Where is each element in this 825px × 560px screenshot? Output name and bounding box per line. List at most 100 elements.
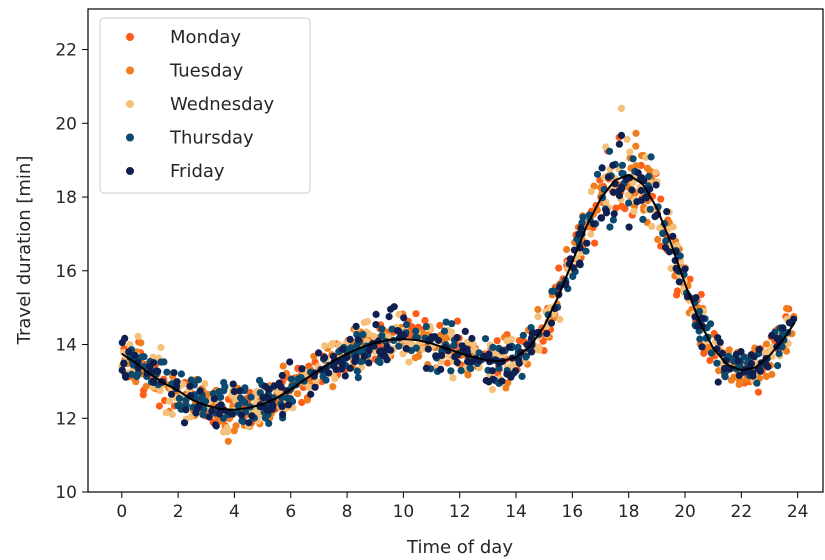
- point-friday: [461, 327, 469, 335]
- point-tuesday: [735, 380, 743, 388]
- point-thursday: [140, 353, 148, 361]
- point-friday: [609, 161, 617, 169]
- point-friday: [395, 334, 404, 342]
- point-friday: [230, 387, 238, 396]
- point-thursday: [729, 357, 737, 365]
- x-tick-label: 18: [618, 502, 640, 522]
- point-tuesday: [783, 304, 791, 313]
- point-friday: [577, 224, 585, 232]
- point-friday: [463, 348, 471, 356]
- point-friday: [122, 373, 130, 381]
- point-friday: [750, 353, 758, 361]
- x-tick-label: 2: [173, 502, 184, 522]
- point-friday: [652, 181, 660, 189]
- point-friday: [507, 373, 515, 381]
- point-friday: [245, 419, 253, 427]
- point-wednesday: [305, 383, 313, 392]
- point-friday: [390, 303, 398, 311]
- point-friday: [576, 259, 584, 267]
- point-monday: [421, 317, 429, 325]
- point-tuesday: [329, 383, 337, 391]
- point-friday: [393, 327, 402, 335]
- x-axis-ticks: 0 2 4 6 8 10 12 14 16 18 20 22 24: [116, 492, 808, 522]
- point-friday: [131, 351, 139, 359]
- point-friday: [321, 353, 329, 361]
- y-tick-label: 22: [55, 41, 77, 61]
- point-wednesday: [624, 191, 632, 199]
- point-thursday: [753, 379, 761, 387]
- point-tuesday: [224, 437, 232, 445]
- point-friday: [779, 324, 787, 332]
- point-friday: [458, 342, 466, 350]
- x-tick-label: 24: [787, 502, 809, 522]
- point-tuesday: [632, 162, 640, 170]
- point-monday: [436, 321, 444, 330]
- legend: Monday Tuesday Wednesday Thursday Friday: [99, 17, 311, 194]
- point-thursday: [412, 327, 420, 335]
- point-monday: [540, 347, 548, 355]
- x-tick-label: 10: [393, 502, 415, 522]
- point-tuesday: [504, 379, 512, 387]
- point-friday: [681, 265, 689, 273]
- point-wednesday: [488, 386, 496, 394]
- point-wednesday: [626, 148, 634, 156]
- point-thursday: [659, 229, 667, 237]
- point-friday: [279, 410, 287, 419]
- point-friday: [205, 413, 213, 421]
- y-tick-label: 16: [55, 262, 77, 282]
- point-wednesday: [667, 264, 675, 272]
- point-friday: [485, 350, 493, 358]
- point-thursday: [199, 411, 207, 419]
- point-thursday: [182, 396, 190, 404]
- point-friday: [212, 422, 220, 430]
- point-monday: [591, 239, 599, 247]
- point-tuesday: [279, 362, 287, 370]
- point-thursday: [287, 375, 296, 383]
- point-thursday: [579, 213, 587, 221]
- point-monday: [453, 317, 462, 325]
- y-axis-label: Travel duration [min]: [14, 156, 35, 346]
- trend-line: [121, 173, 796, 411]
- point-friday: [617, 131, 626, 139]
- point-friday: [498, 347, 506, 355]
- y-tick-label: 14: [55, 336, 77, 356]
- point-friday: [402, 345, 410, 353]
- point-wednesday: [652, 168, 660, 176]
- point-friday: [341, 372, 349, 380]
- legend-marker-tuesday: [126, 66, 134, 75]
- point-friday: [646, 185, 654, 193]
- point-thursday: [721, 373, 729, 381]
- point-wednesday: [587, 230, 595, 238]
- point-thursday: [157, 358, 165, 366]
- point-monday: [298, 398, 306, 407]
- point-friday: [372, 310, 380, 318]
- trend-line-layer: [121, 173, 796, 411]
- point-friday: [217, 401, 225, 409]
- point-tuesday: [768, 370, 776, 378]
- point-monday: [139, 391, 147, 399]
- point-friday: [268, 405, 276, 413]
- point-thursday: [625, 199, 633, 207]
- point-friday: [597, 214, 606, 222]
- point-friday: [575, 230, 583, 238]
- point-wednesday: [656, 224, 664, 232]
- point-thursday: [353, 367, 361, 375]
- point-monday: [493, 337, 501, 345]
- point-tuesday: [643, 164, 652, 172]
- point-friday: [236, 387, 244, 395]
- point-wednesday: [535, 343, 543, 351]
- point-friday: [338, 345, 347, 353]
- point-thursday: [238, 396, 246, 404]
- point-tuesday: [293, 390, 302, 398]
- x-tick-label: 16: [562, 502, 584, 522]
- point-friday: [453, 333, 461, 342]
- point-friday: [698, 343, 706, 351]
- point-friday: [615, 140, 624, 148]
- point-friday: [315, 349, 323, 357]
- point-wednesday: [165, 397, 173, 405]
- legend-label-monday: Monday: [170, 27, 241, 48]
- point-friday: [180, 419, 189, 427]
- point-friday: [193, 405, 202, 413]
- point-thursday: [354, 374, 362, 382]
